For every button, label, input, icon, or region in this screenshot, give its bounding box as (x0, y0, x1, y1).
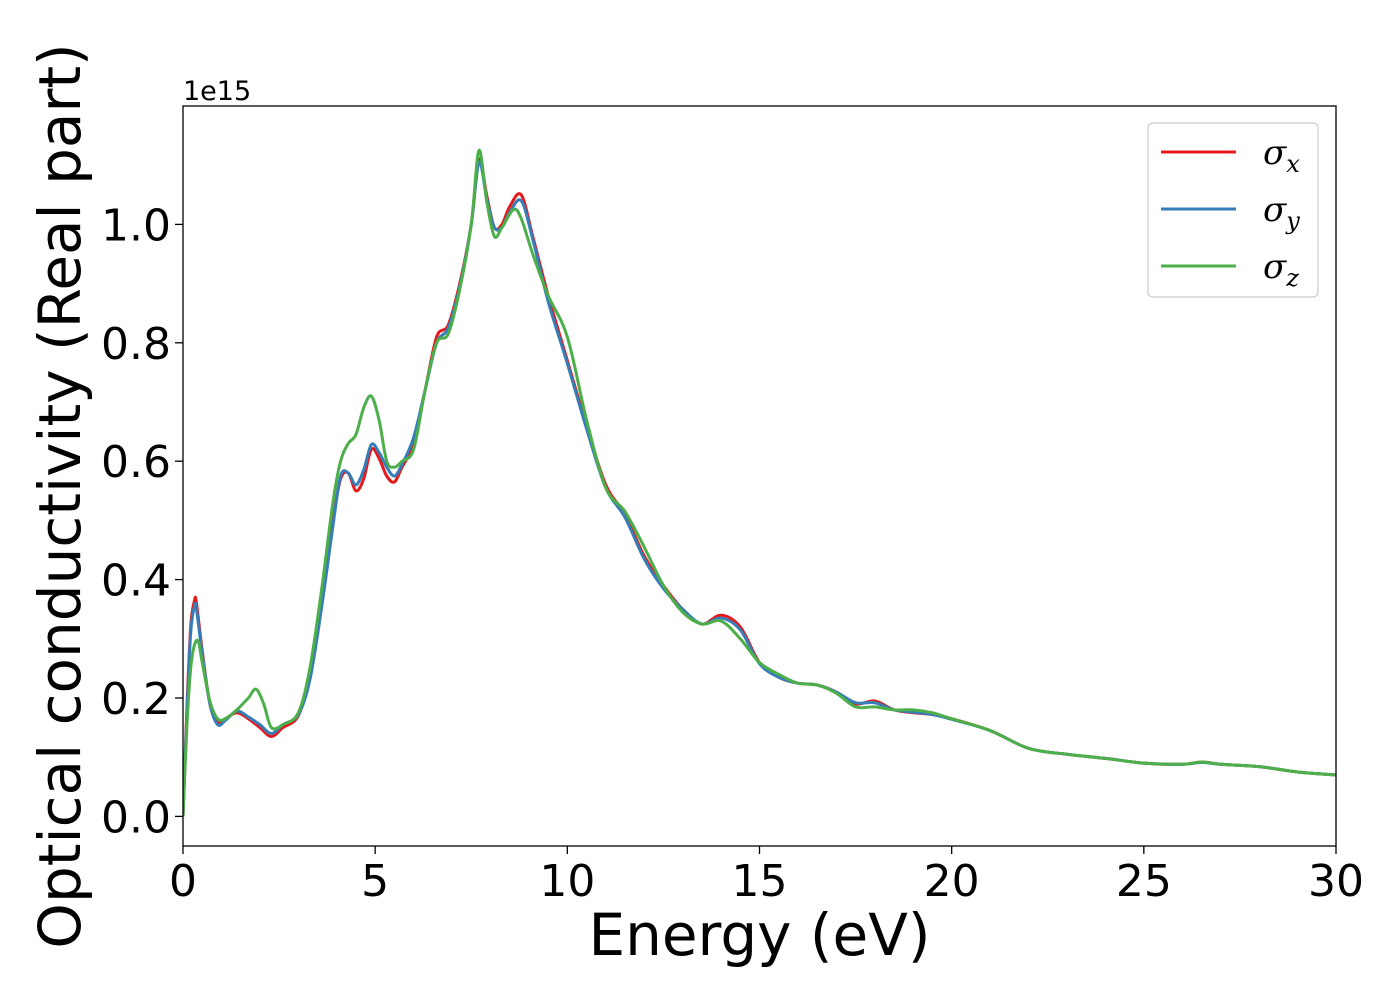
y-tick-label: 0.4 (101, 556, 171, 607)
legend-label: σx (1263, 133, 1300, 178)
x-axis-label: Energy (eV) (588, 901, 930, 969)
x-tick-label: 30 (1308, 856, 1364, 907)
legend: σx σy σz (1147, 122, 1319, 298)
x-tick-label: 5 (361, 856, 389, 907)
y-axis-label: Optical conductivity (Real part) (26, 43, 94, 948)
y-tick-label: 1.0 (101, 200, 171, 251)
x-axis-ticks: 0 5 10 15 20 25 30 (169, 846, 1364, 907)
legend-items: σx σy σz (1161, 133, 1300, 292)
x-tick-label: 10 (539, 856, 595, 907)
x-tick-label: 20 (924, 856, 980, 907)
legend-item-y: σy (1161, 190, 1300, 235)
series-line-z (183, 148, 1336, 817)
legend-item-z: σz (1161, 247, 1299, 292)
y-tick-label: 0.6 (101, 437, 171, 488)
series-layer (183, 148, 1336, 817)
x-tick-label: 0 (169, 856, 197, 907)
y-tick-label: 0.2 (101, 674, 171, 725)
legend-item-x: σx (1161, 133, 1300, 178)
x-tick-label: 25 (1116, 856, 1172, 907)
x-tick-label: 15 (732, 856, 788, 907)
y-axis-offset-label: 1e15 (183, 76, 251, 107)
y-axis-ticks: 0.0 0.2 0.4 0.6 0.8 1.0 (101, 200, 183, 843)
legend-label: σy (1263, 190, 1300, 235)
y-tick-label: 0.8 (101, 319, 171, 370)
y-tick-label: 0.0 (101, 792, 171, 843)
legend-label: σz (1263, 247, 1299, 292)
